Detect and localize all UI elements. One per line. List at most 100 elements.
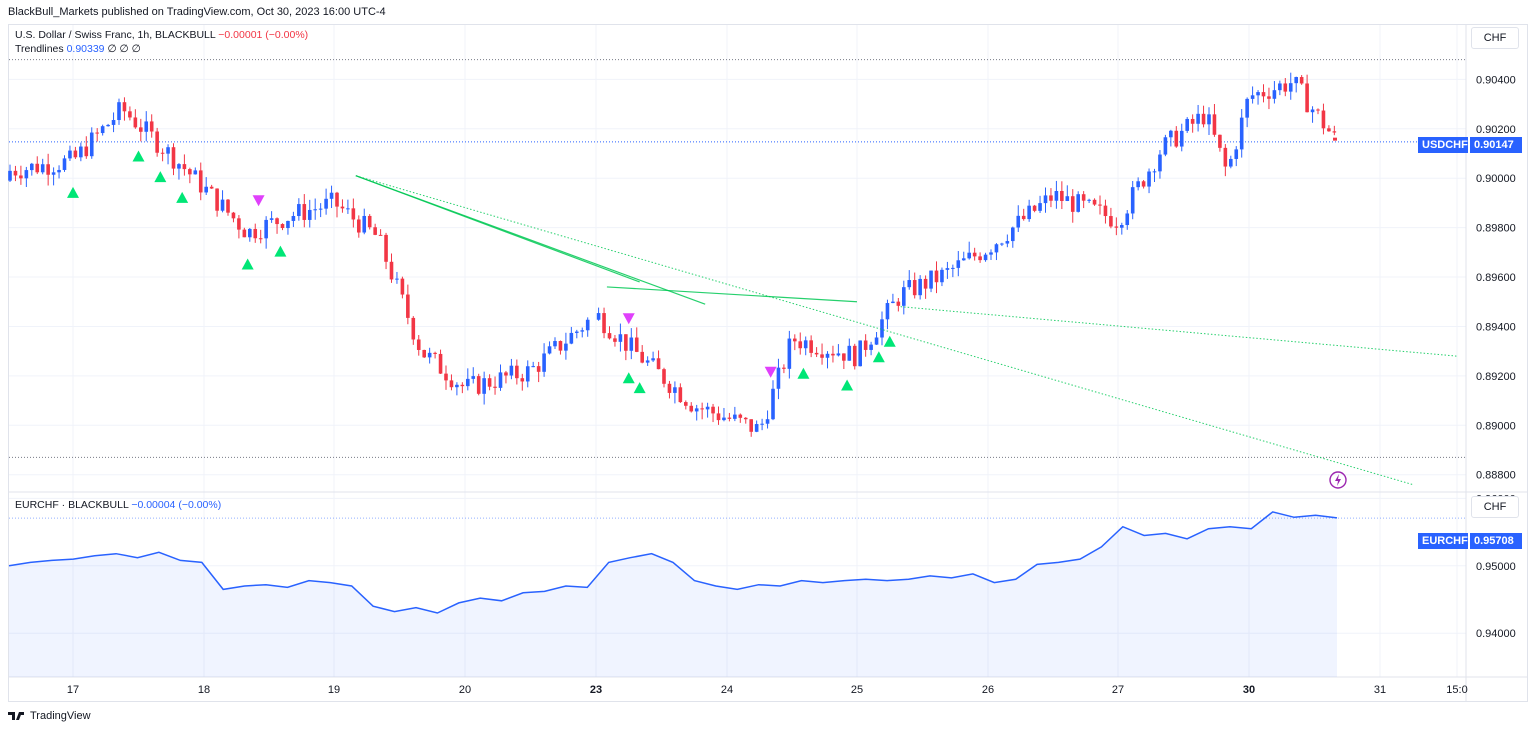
candle-body[interactable] <box>1229 158 1233 167</box>
candle-body[interactable] <box>128 111 132 118</box>
candle-body[interactable] <box>689 405 694 412</box>
candle-body[interactable] <box>1120 225 1124 228</box>
candle-body[interactable] <box>1245 98 1249 118</box>
alert-lightning-icon[interactable] <box>1329 471 1347 489</box>
candle-body[interactable] <box>825 353 830 358</box>
candle-body[interactable] <box>1283 83 1288 92</box>
candle-body[interactable] <box>1321 110 1326 129</box>
candle-body[interactable] <box>956 260 961 268</box>
candle-body[interactable] <box>515 365 519 379</box>
trendline[interactable] <box>900 306 1457 357</box>
candle-body[interactable] <box>84 146 89 157</box>
candle-body[interactable] <box>1065 196 1070 201</box>
candle-body[interactable] <box>193 170 198 175</box>
candle-body[interactable] <box>564 343 568 351</box>
candle-body[interactable] <box>624 334 628 351</box>
candle-body[interactable] <box>1021 215 1026 220</box>
candle-body[interactable] <box>362 215 367 233</box>
candle-body[interactable] <box>1027 205 1031 220</box>
candle-body[interactable] <box>1174 130 1179 147</box>
candle-body[interactable] <box>618 334 623 342</box>
candle-body[interactable] <box>1136 181 1140 188</box>
candle-body[interactable] <box>874 337 879 345</box>
candle-body[interactable] <box>204 186 208 193</box>
candle-body[interactable] <box>1239 117 1244 150</box>
candle-body[interactable] <box>716 413 721 421</box>
candle-body[interactable] <box>694 408 699 412</box>
candle-body[interactable] <box>902 287 906 306</box>
candle-body[interactable] <box>929 270 933 289</box>
candle-body[interactable] <box>596 313 601 320</box>
candle-body[interactable] <box>220 199 225 211</box>
candle-body[interactable] <box>318 208 323 210</box>
candle-body[interactable] <box>553 341 557 347</box>
candle-body[interactable] <box>1076 194 1080 212</box>
trendline[interactable] <box>355 175 1413 486</box>
candle-body[interactable] <box>1032 205 1037 211</box>
candle-body[interactable] <box>264 219 268 239</box>
candle-body[interactable] <box>329 192 334 199</box>
candle-body[interactable] <box>416 339 421 350</box>
candle-body[interactable] <box>30 163 34 171</box>
candle-body[interactable] <box>891 301 895 304</box>
candle-body[interactable] <box>967 252 971 259</box>
candle-body[interactable] <box>1294 77 1298 84</box>
candle-body[interactable] <box>79 146 83 158</box>
candle-body[interactable] <box>531 366 535 368</box>
candle-body[interactable] <box>776 367 781 389</box>
candle-body[interactable] <box>1011 227 1015 242</box>
candle-body[interactable] <box>406 294 410 318</box>
candle-body[interactable] <box>978 256 982 261</box>
candle-body[interactable] <box>858 340 862 367</box>
candle-body[interactable] <box>1005 241 1010 244</box>
candle-body[interactable] <box>585 319 590 331</box>
candle-body[interactable] <box>1141 181 1146 187</box>
candle-body[interactable] <box>771 388 775 420</box>
candle-body[interactable] <box>575 331 579 333</box>
trendline[interactable] <box>606 286 858 303</box>
candle-body[interactable] <box>242 229 247 238</box>
sub-currency-button[interactable]: CHF <box>1471 496 1519 518</box>
candle-body[interactable] <box>1043 195 1048 204</box>
candle-body[interactable] <box>498 372 503 388</box>
candle-body[interactable] <box>629 337 634 351</box>
candle-body[interactable] <box>307 209 312 220</box>
candle-body[interactable] <box>155 131 159 153</box>
candle-body[interactable] <box>923 278 928 289</box>
candle-body[interactable] <box>863 340 868 350</box>
candle-body[interactable] <box>1327 128 1331 132</box>
candle-body[interactable] <box>427 352 432 358</box>
candle-body[interactable] <box>700 408 704 410</box>
candle-body[interactable] <box>1278 83 1282 91</box>
candle-body[interactable] <box>940 269 944 283</box>
candle-body[interactable] <box>1190 118 1195 124</box>
tradingview-footer[interactable]: TradingView <box>8 710 91 722</box>
candle-body[interactable] <box>793 338 797 342</box>
candle-body[interactable] <box>918 278 922 296</box>
candle-body[interactable] <box>275 218 279 225</box>
candle-body[interactable] <box>836 353 841 356</box>
candle-body[interactable] <box>820 354 824 358</box>
candle-body[interactable] <box>1054 191 1059 201</box>
candle-body[interactable] <box>471 376 476 379</box>
candle-body[interactable] <box>1158 154 1162 172</box>
candle-body[interactable] <box>1256 92 1260 96</box>
candle-body[interactable] <box>1060 191 1064 201</box>
candle-body[interactable] <box>466 378 470 387</box>
candle-body[interactable] <box>504 372 508 376</box>
candle-body[interactable] <box>476 376 481 394</box>
candle-body[interactable] <box>62 158 67 170</box>
candle-body[interactable] <box>335 192 339 207</box>
candle-body[interactable] <box>1316 109 1320 111</box>
candle-body[interactable] <box>280 224 285 229</box>
candle-body[interactable] <box>1218 134 1222 148</box>
candle-body[interactable] <box>89 132 94 157</box>
candle-body[interactable] <box>106 124 110 127</box>
candle-body[interactable] <box>1087 199 1091 201</box>
candle-body[interactable] <box>934 270 939 283</box>
candle-body[interactable] <box>139 127 143 132</box>
candle-body[interactable] <box>613 338 617 342</box>
candle-body[interactable] <box>1081 194 1086 201</box>
candle-body[interactable] <box>651 358 655 361</box>
candle-body[interactable] <box>989 252 993 255</box>
